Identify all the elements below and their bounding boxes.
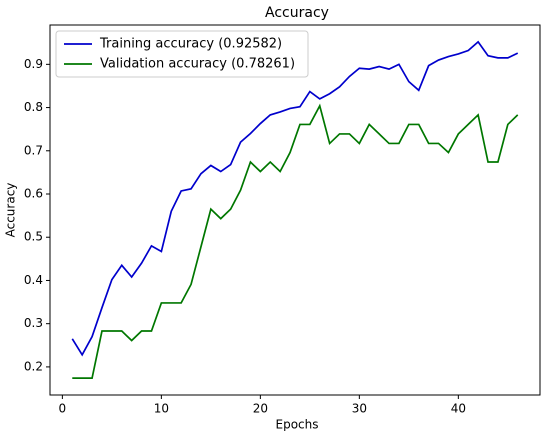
plot-frame [49, 24, 541, 396]
y-axis-label: Accuracy [4, 183, 18, 238]
x-tick-label: 0 [59, 402, 67, 416]
y-tick-label: 0.2 [24, 359, 43, 373]
y-tick-label: 0.5 [24, 230, 43, 244]
legend-box [55, 30, 309, 78]
series-line [71, 40, 519, 357]
x-axis-label: Epochs [276, 418, 319, 432]
y-tick-label: 0.9 [24, 57, 43, 71]
x-tick-label: 30 [352, 402, 367, 416]
y-tick-label: 0.3 [24, 316, 43, 330]
x-tick-label: 20 [253, 402, 268, 416]
x-tick-label: 40 [451, 402, 466, 416]
chart-title: Accuracy [265, 5, 329, 21]
legend-label: Training accuracy (0.92582) [99, 37, 282, 52]
x-tick-label: 10 [154, 402, 169, 416]
series-line [72, 103, 519, 379]
y-tick-label: 0.8 [24, 100, 43, 114]
y-tick-label: 0.7 [24, 143, 43, 157]
legend-label: Validation accuracy (0.78261) [100, 57, 295, 72]
y-tick-label: 0.6 [24, 187, 43, 201]
y-tick-label: 0.4 [24, 273, 43, 287]
